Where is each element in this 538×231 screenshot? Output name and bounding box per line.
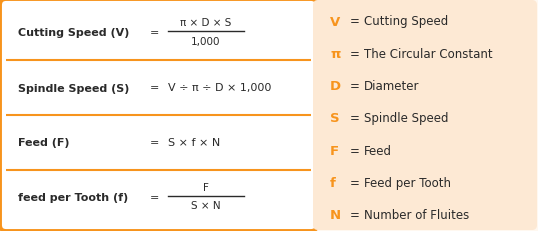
Text: f: f: [330, 176, 336, 189]
Text: Feed: Feed: [364, 144, 392, 157]
Text: =: =: [350, 15, 360, 28]
Text: =: =: [350, 209, 360, 222]
Text: =: =: [150, 28, 159, 38]
Text: Spindle Speed: Spindle Speed: [364, 112, 449, 125]
Text: Feed (F): Feed (F): [18, 138, 69, 148]
Text: Feed per Tooth: Feed per Tooth: [364, 176, 451, 189]
Text: π × D × S: π × D × S: [180, 18, 232, 28]
Text: The Circular Constant: The Circular Constant: [364, 48, 493, 61]
Text: Diameter: Diameter: [364, 80, 420, 93]
Text: Spindle Speed (S): Spindle Speed (S): [18, 83, 129, 93]
Text: S: S: [330, 112, 339, 125]
Text: π: π: [330, 48, 341, 61]
Text: =: =: [350, 80, 360, 93]
Text: F: F: [203, 183, 209, 193]
Text: D: D: [330, 80, 341, 93]
Text: =: =: [350, 112, 360, 125]
Text: S × f × N: S × f × N: [168, 138, 220, 148]
Text: F: F: [330, 144, 339, 157]
Text: Cutting Speed (V): Cutting Speed (V): [18, 28, 129, 38]
Text: =: =: [150, 138, 159, 148]
Text: Cutting Speed: Cutting Speed: [364, 15, 448, 28]
Text: V ÷ π ÷ D × 1,000: V ÷ π ÷ D × 1,000: [168, 83, 271, 93]
FancyBboxPatch shape: [0, 0, 317, 231]
Text: =: =: [150, 83, 159, 93]
Text: 1,000: 1,000: [191, 36, 221, 46]
FancyBboxPatch shape: [313, 1, 537, 230]
Text: =: =: [350, 144, 360, 157]
Text: Number of Fluites: Number of Fluites: [364, 209, 469, 222]
Text: =: =: [350, 176, 360, 189]
Text: =: =: [150, 193, 159, 203]
Text: feed per Tooth (f): feed per Tooth (f): [18, 193, 128, 203]
Text: S × N: S × N: [191, 201, 221, 211]
Text: =: =: [350, 48, 360, 61]
Text: V: V: [330, 15, 340, 28]
Text: N: N: [330, 209, 341, 222]
